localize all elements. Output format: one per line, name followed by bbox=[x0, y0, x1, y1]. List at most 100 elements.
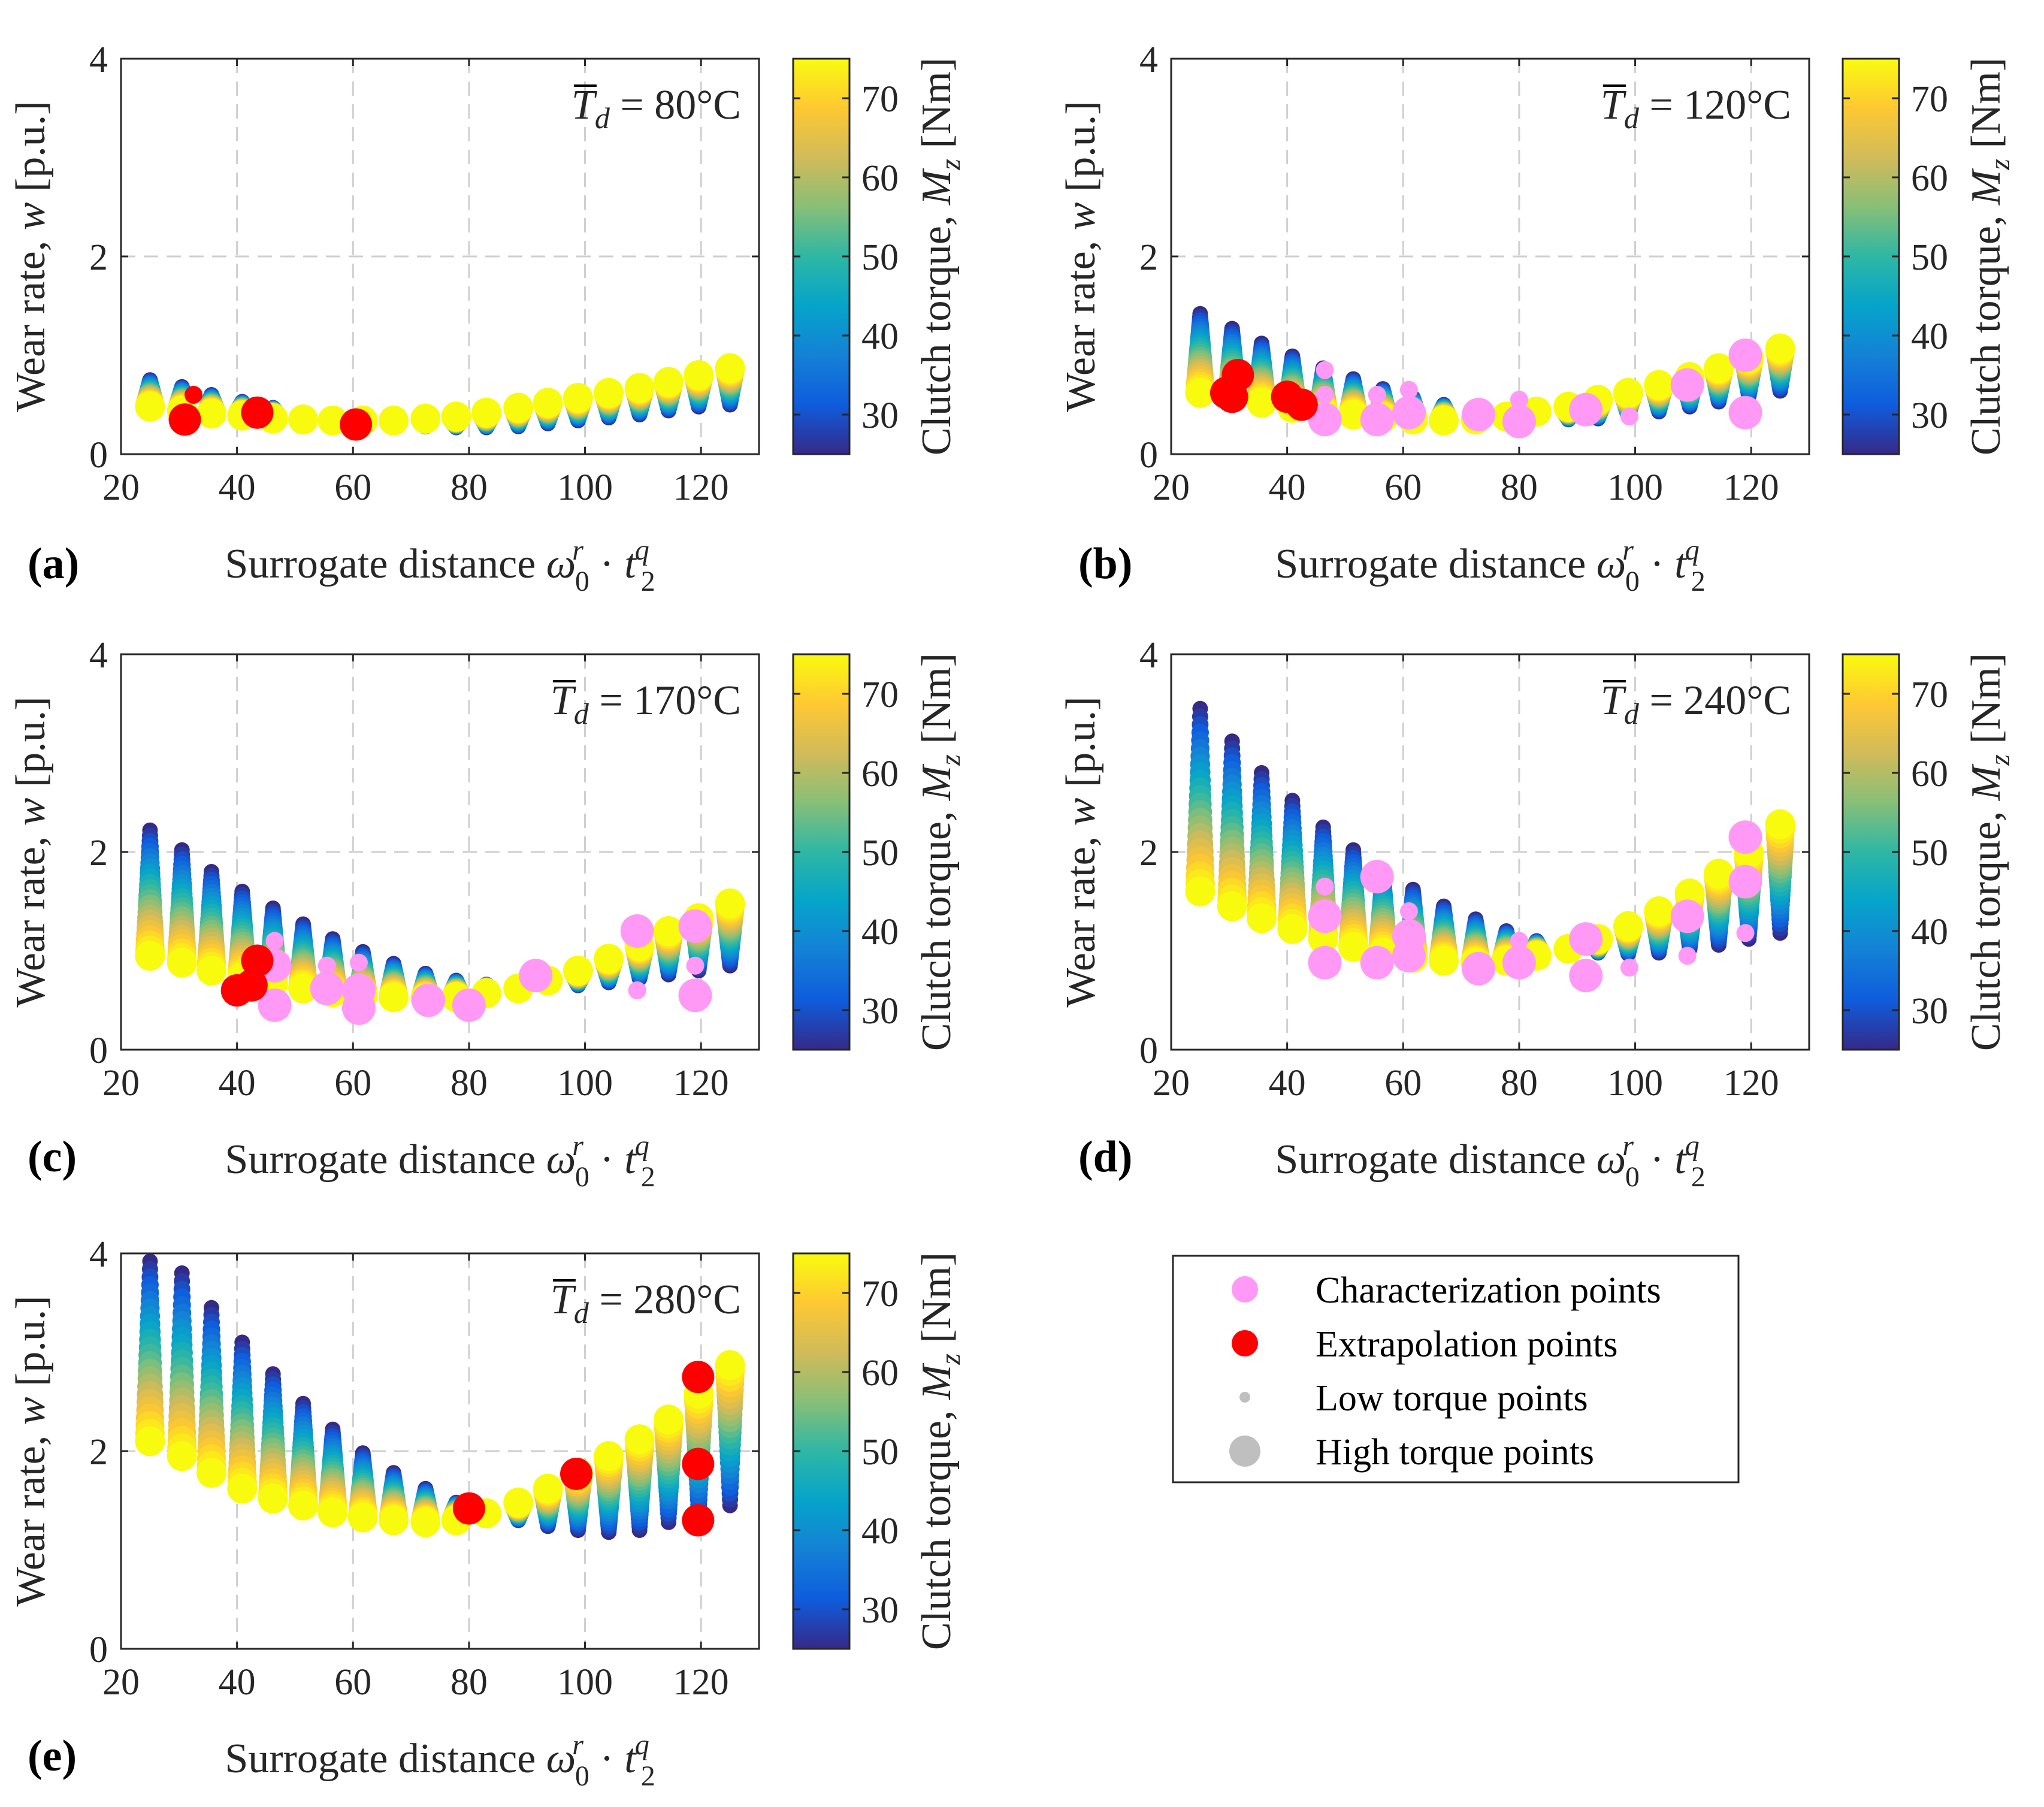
torque-point bbox=[167, 947, 197, 978]
x-tick-label: 120 bbox=[673, 467, 729, 508]
torque-point bbox=[135, 941, 165, 971]
panel-letter: (c) bbox=[28, 1132, 77, 1182]
y-tick-label: 2 bbox=[89, 833, 108, 874]
torque-column bbox=[288, 1395, 318, 1521]
x-axis-label-sym2: t bbox=[624, 1137, 637, 1183]
torque-column bbox=[1644, 370, 1674, 419]
torque-point bbox=[1185, 377, 1215, 408]
torque-column bbox=[624, 373, 655, 422]
colorbar: 30 40 50 60 70 Clutch torque, Mz [Nm] bbox=[792, 653, 966, 1051]
torque-point bbox=[288, 973, 318, 1004]
torque-column bbox=[379, 1465, 409, 1536]
y-axis-label-text: Wear rate, bbox=[8, 230, 54, 412]
torque-point bbox=[1277, 914, 1308, 944]
torque-column bbox=[288, 404, 318, 435]
y-axis-label-unit: [p.u.] bbox=[8, 696, 54, 797]
characterization-point bbox=[1399, 380, 1418, 399]
colorbar-label-text: Clutch torque, bbox=[914, 800, 960, 1051]
x-axis-label-sym1: ω bbox=[546, 541, 576, 587]
torque-point bbox=[288, 1490, 318, 1521]
torque-point bbox=[1765, 333, 1795, 364]
characterization-point bbox=[1510, 391, 1528, 409]
panel-letter: (a) bbox=[28, 539, 79, 588]
colorbar-tick-label: 50 bbox=[861, 833, 899, 874]
characterization-point bbox=[628, 981, 646, 999]
y-axis-label: Wear rate, w [p.u.] bbox=[1058, 101, 1104, 412]
x-axis-label-sup1: r bbox=[572, 1130, 583, 1162]
x-axis-label-sub1: 0 bbox=[575, 1760, 589, 1792]
torque-column bbox=[227, 1334, 258, 1504]
torque-point bbox=[1247, 903, 1277, 933]
torque-point bbox=[533, 388, 563, 418]
torque-column bbox=[258, 1366, 288, 1514]
panel-title: Td = 80°C bbox=[572, 82, 741, 135]
torque-point bbox=[1338, 932, 1368, 962]
characterization-point bbox=[258, 988, 292, 1022]
torque-point bbox=[654, 916, 684, 946]
x-tick-label: 80 bbox=[450, 1662, 488, 1703]
torque-point bbox=[410, 1507, 441, 1537]
y-tick-label: 2 bbox=[1139, 833, 1158, 874]
characterization-point bbox=[1308, 945, 1342, 980]
y-tick-label: 4 bbox=[89, 635, 108, 676]
y-tick-label: 2 bbox=[89, 237, 108, 278]
x-tick-label: 80 bbox=[450, 1063, 488, 1104]
torque-point bbox=[347, 1502, 378, 1533]
torque-point bbox=[715, 888, 745, 918]
legend-extrapolation-label: Extrapolation points bbox=[1316, 1324, 1618, 1365]
extrapolation-point bbox=[682, 1504, 715, 1537]
torque-column bbox=[1613, 911, 1643, 962]
y-axis-label-text: Wear rate, bbox=[8, 826, 54, 1007]
characterization-point bbox=[1392, 919, 1426, 953]
colorbar-gradient bbox=[792, 653, 851, 1051]
characterization-point bbox=[412, 983, 446, 1017]
data-layer bbox=[1185, 700, 1795, 993]
y-tick-label: 4 bbox=[1139, 635, 1158, 676]
torque-column bbox=[1217, 733, 1247, 921]
characterization-point bbox=[1316, 877, 1334, 896]
colorbar-tick-label: 40 bbox=[861, 1511, 899, 1552]
extrapolation-point bbox=[560, 1457, 593, 1490]
torque-point bbox=[227, 1473, 258, 1504]
y-tick-label: 4 bbox=[89, 1234, 108, 1275]
x-axis-label-sup2: q bbox=[635, 534, 649, 566]
colorbar: 30 40 50 60 70 Clutch torque, Mz [Nm] bbox=[792, 1252, 966, 1650]
characterization-point bbox=[341, 974, 376, 1007]
panel-title-var: T bbox=[1601, 678, 1627, 724]
data-layer bbox=[135, 353, 745, 441]
y-axis-label: Wear rate, w [p.u.] bbox=[1058, 696, 1104, 1007]
torque-point bbox=[196, 398, 226, 429]
x-axis-label-sup2: q bbox=[635, 1130, 649, 1162]
colorbar-tick-label: 60 bbox=[861, 754, 899, 794]
torque-column bbox=[563, 383, 593, 428]
x-tick-label: 20 bbox=[1153, 1063, 1190, 1104]
torque-column bbox=[624, 1424, 655, 1538]
torque-column bbox=[654, 367, 684, 419]
y-axis-label-var: w bbox=[1058, 202, 1104, 230]
colorbar-tick-label: 30 bbox=[861, 991, 899, 1032]
torque-column bbox=[1185, 306, 1215, 408]
y-tick-label: 2 bbox=[89, 1432, 108, 1473]
x-axis-label: Surrogate distance ωr 0 · tq 2 bbox=[225, 1130, 655, 1193]
x-axis-label: Surrogate distance ωr 0 · tq 2 bbox=[1275, 1130, 1705, 1193]
x-axis-label-dot: · bbox=[589, 541, 624, 587]
x-axis-label-text: Surrogate distance bbox=[225, 1137, 546, 1183]
torque-column bbox=[196, 864, 226, 986]
x-tick-label: 40 bbox=[1269, 1063, 1306, 1104]
torque-column bbox=[715, 888, 745, 974]
x-tick-label: 100 bbox=[1607, 467, 1663, 508]
torque-column bbox=[563, 956, 593, 993]
x-axis-label-sup2: q bbox=[635, 1729, 649, 1761]
colorbar-tick-label: 70 bbox=[861, 675, 899, 715]
torque-column bbox=[135, 822, 165, 971]
x-tick-label: 120 bbox=[1724, 467, 1779, 508]
x-axis-label-sub1: 0 bbox=[1625, 566, 1640, 597]
panel-title-rest: = 120°C bbox=[1639, 82, 1791, 128]
torque-point bbox=[715, 353, 745, 383]
torque-point bbox=[1765, 809, 1795, 839]
characterization-point bbox=[1502, 404, 1536, 439]
colorbar-label-var: M bbox=[914, 168, 960, 206]
characterization-point bbox=[1620, 407, 1638, 426]
